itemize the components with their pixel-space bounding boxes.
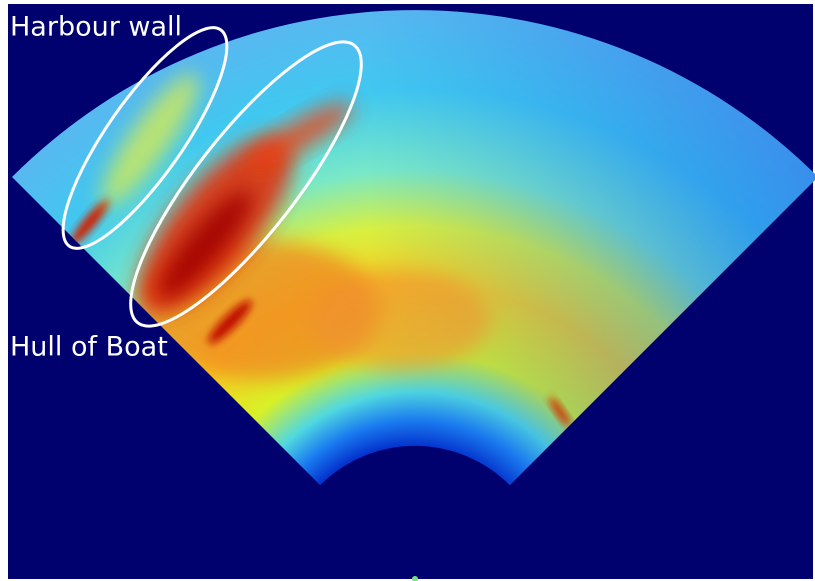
- hull-label: Hull of Boat: [10, 332, 168, 363]
- sonar-image: Harbour wall Hull of Boat: [0, 0, 815, 581]
- harbour-wall-label: Harbour wall: [10, 12, 182, 43]
